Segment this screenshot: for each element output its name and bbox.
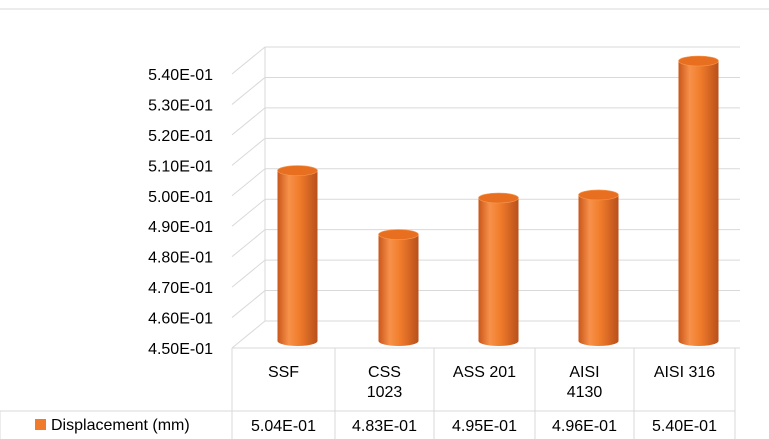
data-table: SSF CSS 1023 ASS 201 AISI 4130 AISI 316 Displac…: [0, 348, 736, 439]
data-value-label: 4.95E-01: [452, 418, 517, 435]
y-tick-label: 5.00E-01: [148, 189, 213, 206]
category-label: SSF: [268, 364, 299, 381]
bar-body: [578, 194, 619, 347]
bar-5: [678, 55, 719, 347]
category-label: CSS 1023: [367, 364, 403, 401]
gridline-side: [231, 320, 266, 349]
y-tick-label: 4.70E-01: [148, 280, 213, 297]
bar-body: [678, 61, 719, 347]
bar-2: [378, 229, 419, 347]
gridline-side: [231, 107, 266, 136]
y-tick-label: 5.10E-01: [148, 158, 213, 175]
bar-1: [277, 165, 318, 347]
gridline-side: [231, 137, 266, 166]
gridline-side: [231, 168, 266, 197]
data-value-label: 4.83E-01: [352, 418, 417, 435]
bar-body: [478, 198, 519, 347]
bar-top: [578, 189, 619, 201]
gridline-side: [231, 198, 266, 227]
gridline-side: [231, 77, 266, 105]
chart-frame: [0, 8, 769, 349]
bar-body: [378, 234, 419, 347]
bar-top: [478, 192, 519, 204]
gridline-side: [231, 259, 266, 288]
data-value-label: 5.40E-01: [652, 418, 717, 435]
category-label: ASS 201: [453, 364, 516, 381]
gridline-side: [231, 229, 266, 258]
category-label: AISI 4130: [567, 364, 603, 401]
legend-label: Displacement (mm): [51, 417, 190, 434]
gridline-side: [231, 290, 266, 318]
y-axis-ticks: 4.50E-01 4.60E-01 4.70E-01 4.80E-01 4.90E-01…: [148, 67, 213, 358]
bar-top: [678, 55, 719, 67]
y-tick-label: 4.50E-01: [148, 341, 213, 358]
gridline-side: [231, 46, 266, 75]
bar-3: [478, 192, 519, 347]
y-tick-label: 4.90E-01: [148, 219, 213, 236]
bar-4: [578, 189, 619, 347]
y-tick-label: 4.60E-01: [148, 311, 213, 328]
data-value-label: 4.96E-01: [552, 418, 617, 435]
bar-top: [378, 229, 419, 240]
data-value-label: 5.04E-01: [251, 418, 316, 435]
category-label: AISI 316: [654, 364, 715, 381]
y-tick-label: 5.30E-01: [148, 97, 213, 114]
y-tick-label: 5.40E-01: [148, 67, 213, 84]
bar-top: [277, 165, 318, 176]
bars: [277, 55, 719, 347]
legend-swatch: [35, 419, 46, 430]
bar-body: [277, 170, 318, 347]
y-tick-label: 4.80E-01: [148, 250, 213, 267]
y-tick-label: 5.20E-01: [148, 128, 213, 145]
